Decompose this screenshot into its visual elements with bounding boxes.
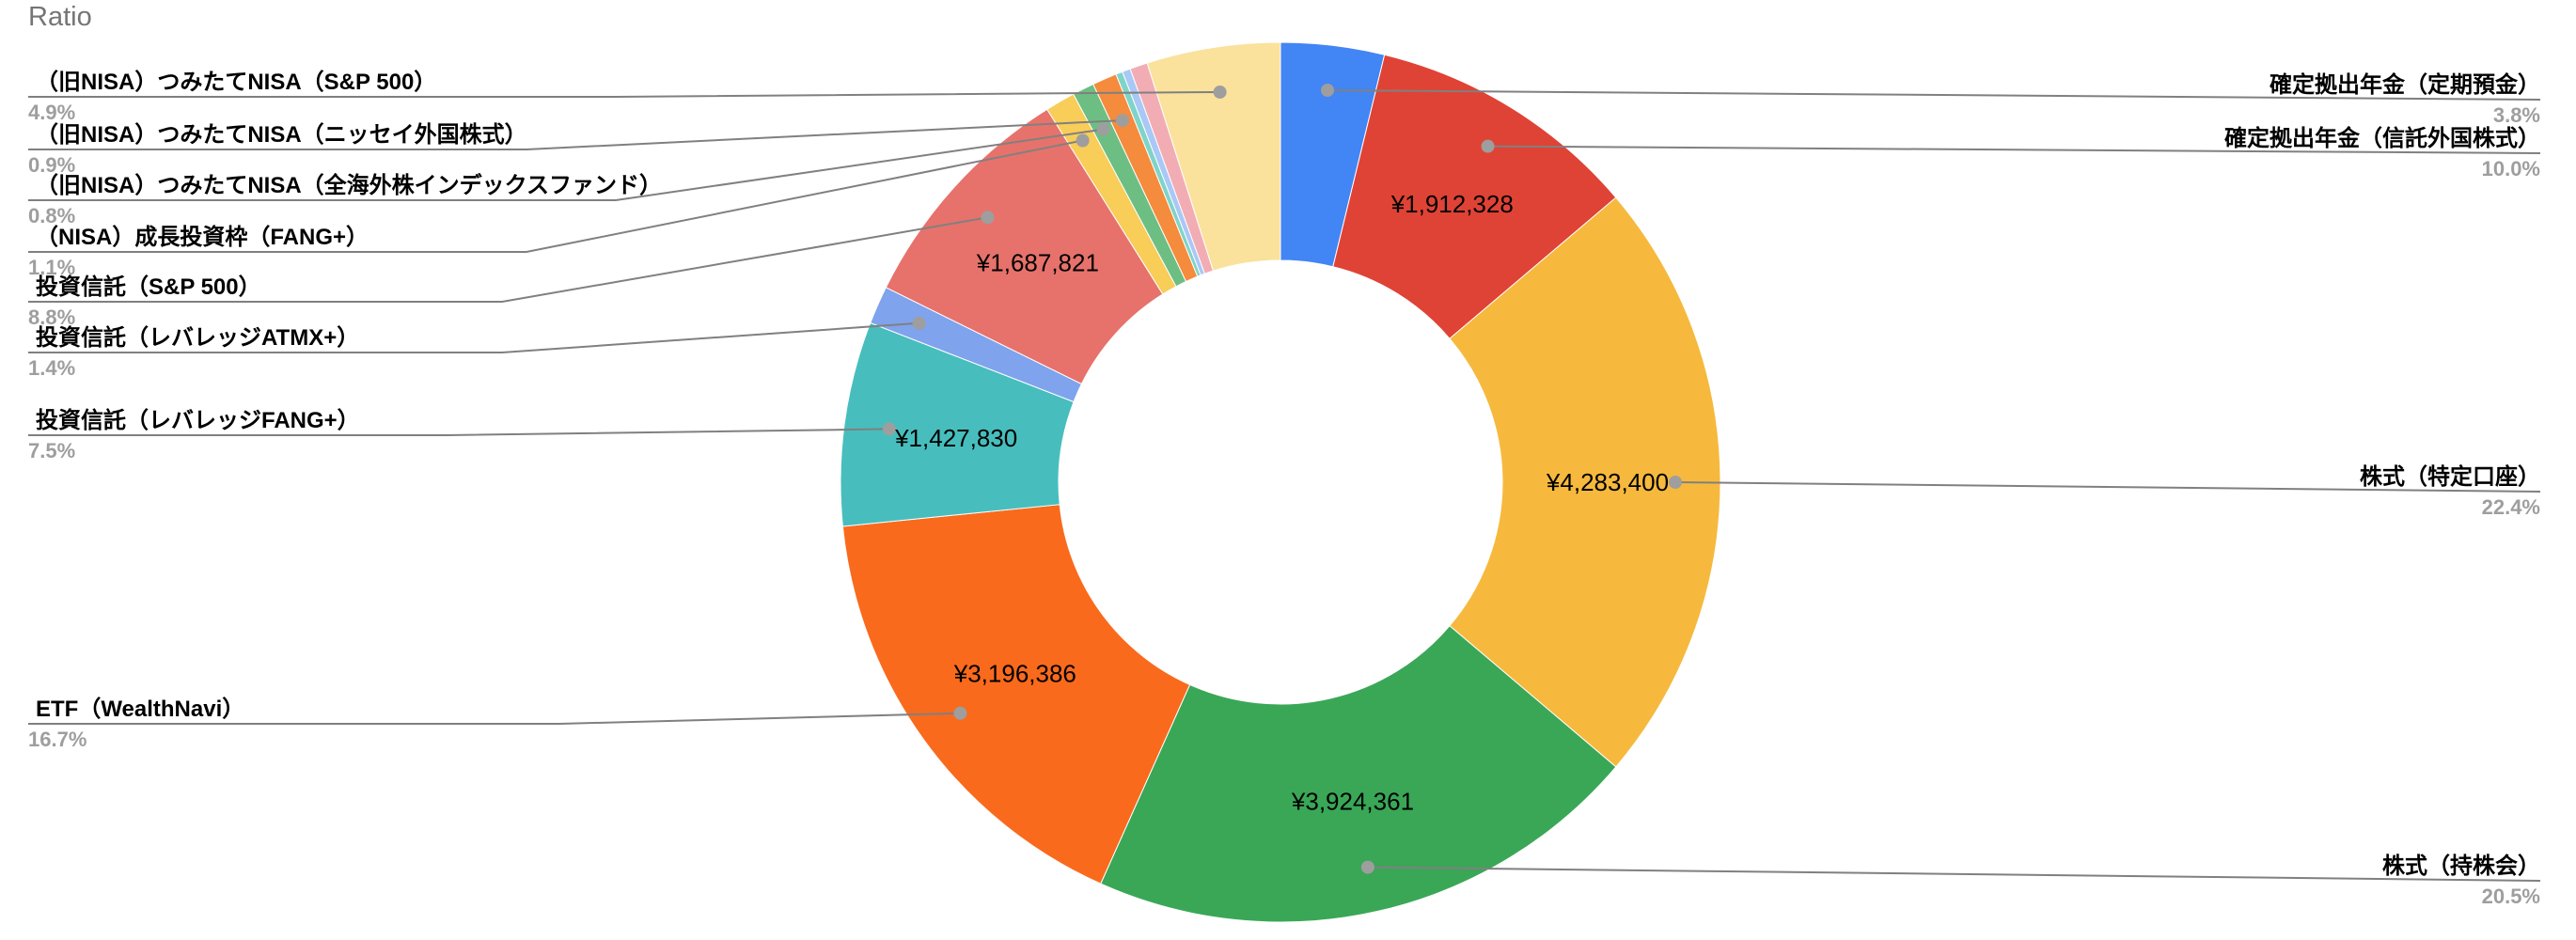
callout-percentage: 4.9% bbox=[28, 101, 76, 124]
slice-value-label: ¥1,687,821 bbox=[976, 249, 1099, 277]
leader-line bbox=[1367, 866, 2541, 882]
chart-title: Ratio bbox=[28, 2, 92, 32]
callout-label: 投資信託（レバレッジATMX+） bbox=[36, 325, 360, 351]
leader-dot bbox=[981, 211, 995, 225]
pie-slice[interactable] bbox=[1146, 41, 1281, 272]
callout-label: （旧NISA）つみたてNISA（S&P 500） bbox=[36, 70, 437, 95]
leader-line bbox=[28, 712, 961, 725]
slice-value-label: ¥1,427,830 bbox=[894, 424, 1017, 452]
leader-dot bbox=[1096, 122, 1110, 136]
leader-dot bbox=[912, 316, 926, 330]
callout-percentage: 22.4% bbox=[2481, 495, 2540, 519]
callout-percentage: 10.0% bbox=[2481, 157, 2540, 180]
slice-value-label: ¥3,924,361 bbox=[1291, 787, 1414, 815]
callout-label: 株式（特定口座） bbox=[2360, 464, 2540, 490]
leader-dot bbox=[1115, 114, 1129, 128]
callout-percentage: 0.9% bbox=[28, 153, 76, 177]
callout-percentage: 8.8% bbox=[28, 306, 76, 329]
callout-percentage: 16.7% bbox=[28, 728, 87, 751]
leader-line bbox=[28, 321, 919, 353]
leader-line bbox=[28, 128, 1104, 201]
callout-label: 投資信託（S&P 500） bbox=[36, 274, 261, 300]
callout-label: （旧NISA）つみたてNISA（ニッセイ外国株式） bbox=[36, 122, 527, 148]
pie-slice[interactable] bbox=[1449, 196, 1721, 768]
leader-dot bbox=[953, 706, 967, 720]
callout-label: （旧NISA）つみたてNISA（全海外株インデックスファンド） bbox=[36, 173, 662, 198]
leader-line bbox=[1327, 88, 2541, 101]
leader-line bbox=[1674, 481, 2541, 493]
leader-line bbox=[1487, 145, 2541, 154]
slice-value-label: ¥3,196,386 bbox=[953, 660, 1076, 688]
leader-line bbox=[28, 216, 988, 303]
callout-label: （NISA）成長投資枠（FANG+） bbox=[36, 225, 369, 250]
leader-line bbox=[28, 119, 1123, 150]
pie-slice[interactable] bbox=[1332, 54, 1617, 339]
slice-value-label: ¥1,912,328 bbox=[1390, 190, 1514, 218]
pie-slice[interactable] bbox=[841, 504, 1191, 885]
leader-dot bbox=[1321, 83, 1335, 97]
leader-dot bbox=[882, 422, 896, 436]
callout-percentage: 20.5% bbox=[2481, 885, 2540, 908]
leader-dot bbox=[1213, 85, 1227, 99]
callout-percentage: 1.4% bbox=[28, 356, 76, 380]
callout-label: 確定拠出年金（定期預金） bbox=[2270, 72, 2540, 98]
callout-label: 確定拠出年金（信託外国株式） bbox=[2224, 126, 2540, 151]
leader-dot bbox=[1669, 476, 1682, 489]
callout-percentage: 1.1% bbox=[28, 256, 76, 279]
callout-percentage: 7.5% bbox=[28, 439, 76, 462]
leader-dot bbox=[1481, 139, 1495, 153]
leader-dot bbox=[1360, 860, 1374, 874]
callout-percentage: 0.8% bbox=[28, 204, 76, 227]
leader-line bbox=[28, 139, 1083, 253]
callout-label: 株式（持株会） bbox=[2382, 854, 2540, 879]
slice-value-label: ¥4,283,400 bbox=[1546, 468, 1669, 496]
leader-line bbox=[28, 90, 1220, 98]
leader-line bbox=[28, 428, 889, 436]
leader-dot bbox=[1076, 133, 1090, 148]
callout-percentage: 3.8% bbox=[2492, 103, 2540, 127]
callout-label: ETF（WealthNavi） bbox=[36, 697, 245, 722]
callout-label: 投資信託（レバレッジFANG+） bbox=[36, 408, 360, 433]
